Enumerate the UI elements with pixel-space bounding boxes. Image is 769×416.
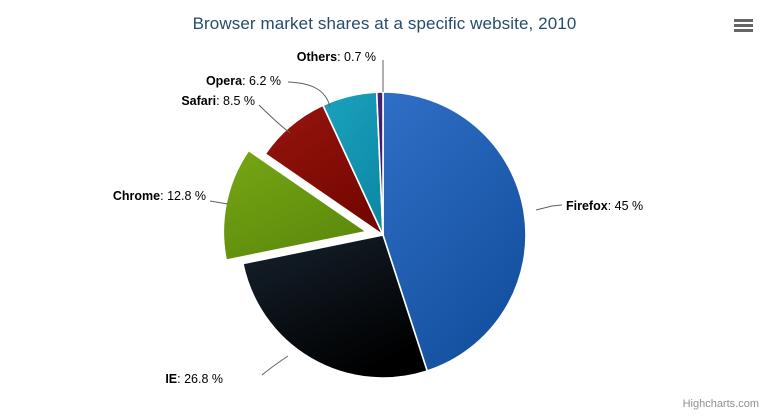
data-label-name: Safari bbox=[181, 94, 217, 108]
data-label-name: Chrome bbox=[112, 189, 161, 203]
label-connectors bbox=[209, 60, 563, 376]
data-label-separator: : bbox=[242, 74, 250, 88]
data-label-safari: Safari: 8.5 % bbox=[0, 94, 255, 108]
data-label-value: 26.8 % bbox=[184, 372, 223, 386]
data-label-value: 6.2 % bbox=[249, 74, 281, 88]
hamburger-bar-2 bbox=[734, 24, 753, 27]
connector-firefox bbox=[535, 204, 563, 211]
chart-title: Browser market shares at a specific webs… bbox=[192, 14, 577, 33]
hamburger-menu-icon[interactable] bbox=[728, 13, 758, 37]
credits-link[interactable]: Highcharts.com bbox=[682, 398, 759, 410]
connector-chrome bbox=[209, 200, 229, 205]
data-label-name: Opera bbox=[205, 74, 243, 88]
data-label-value: 8.5 % bbox=[223, 94, 255, 108]
pie-slices bbox=[222, 91, 527, 379]
data-label-firefox: Firefox: 45 % bbox=[566, 199, 643, 213]
connector-safari bbox=[258, 104, 291, 134]
pie-slice-firefox[interactable] bbox=[382, 91, 527, 372]
data-label-opera: Opera: 6.2 % bbox=[0, 74, 281, 88]
connector-ie bbox=[261, 355, 289, 376]
data-label-separator: : bbox=[337, 50, 345, 64]
data-label-chrome: Chrome: 12.8 % bbox=[0, 189, 206, 203]
pie-slice-ie[interactable] bbox=[242, 234, 428, 379]
data-label-separator: : bbox=[160, 189, 168, 203]
data-label-separator: : bbox=[216, 94, 224, 108]
data-label-name: Firefox bbox=[566, 199, 608, 213]
data-label-value: 45 % bbox=[614, 199, 644, 213]
data-label-separator: : bbox=[177, 372, 185, 386]
hamburger-bar-3 bbox=[734, 29, 753, 32]
data-label-value: 0.7 % bbox=[344, 50, 376, 64]
data-label-value: 12.8 % bbox=[167, 189, 206, 203]
pie-slice-chrome[interactable] bbox=[222, 149, 368, 261]
hamburger-bar-1 bbox=[734, 19, 753, 22]
connector-opera bbox=[287, 81, 331, 108]
data-label-others: Others: 0.7 % bbox=[0, 50, 376, 64]
data-label-ie: IE: 26.8 % bbox=[0, 372, 223, 386]
data-label-name: Others bbox=[296, 50, 338, 64]
data-label-name: IE bbox=[165, 372, 178, 386]
data-label-separator: : bbox=[607, 199, 615, 213]
